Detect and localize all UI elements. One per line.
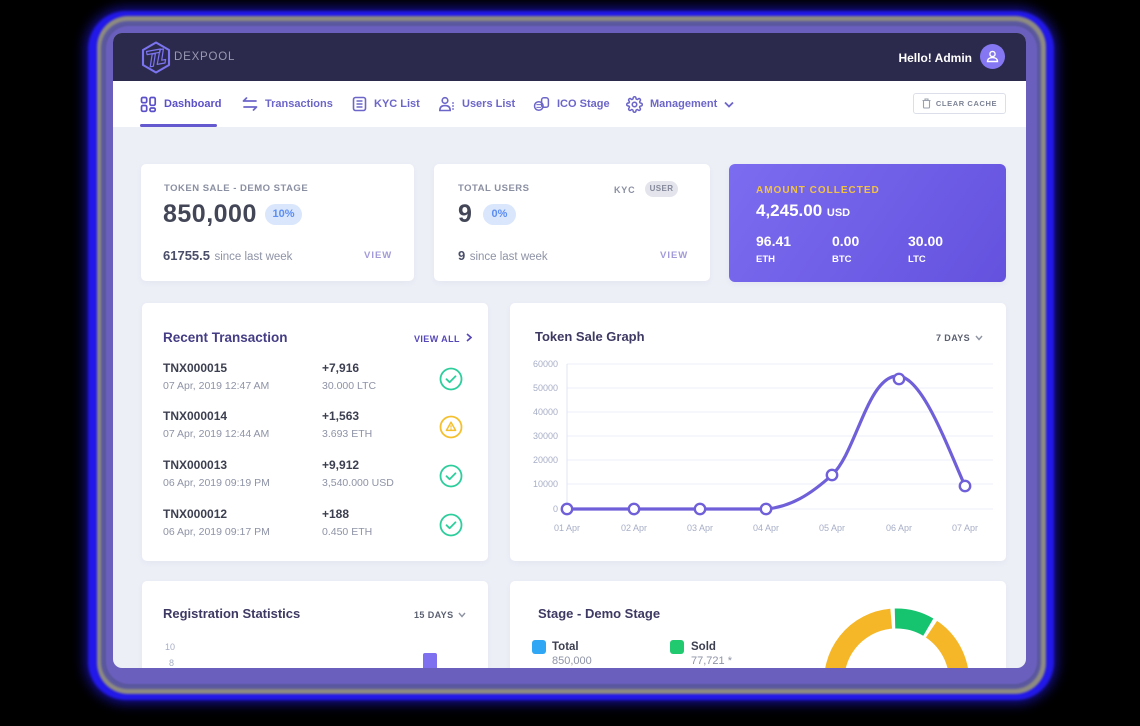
svg-text:05 Apr: 05 Apr <box>819 523 845 533</box>
svg-text:60000: 60000 <box>533 359 558 369</box>
svg-text:40000: 40000 <box>533 407 558 417</box>
svg-text:02 Apr: 02 Apr <box>621 523 647 533</box>
svg-text:20000: 20000 <box>533 455 558 465</box>
svg-text:0: 0 <box>553 504 558 514</box>
svg-text:30000: 30000 <box>533 431 558 441</box>
svg-text:07 Apr: 07 Apr <box>952 523 978 533</box>
svg-text:10000: 10000 <box>533 479 558 489</box>
svg-text:03 Apr: 03 Apr <box>687 523 713 533</box>
svg-text:06 Apr: 06 Apr <box>886 523 912 533</box>
svg-text:01 Apr: 01 Apr <box>554 523 580 533</box>
svg-text:50000: 50000 <box>533 383 558 393</box>
svg-text:04 Apr: 04 Apr <box>753 523 779 533</box>
